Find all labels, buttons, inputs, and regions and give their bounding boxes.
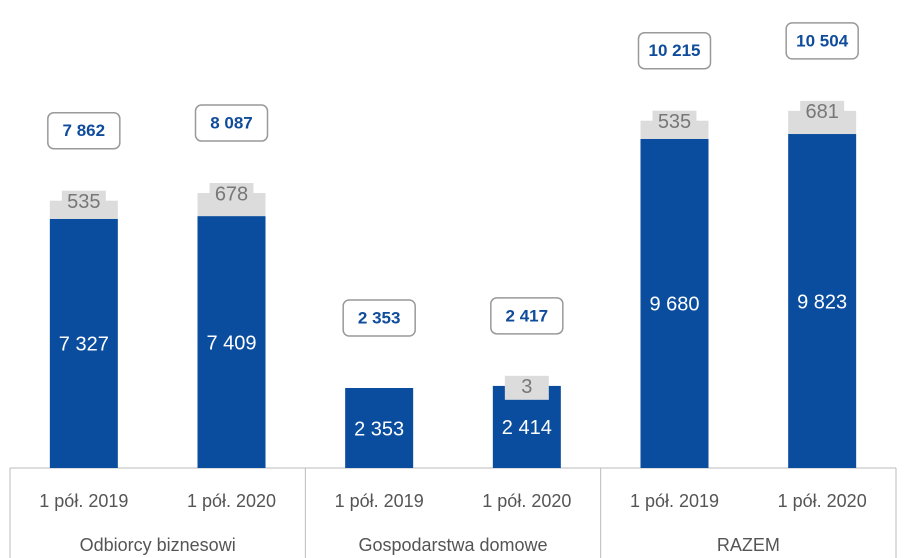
segment-label: 9 680 xyxy=(649,294,699,316)
total-box xyxy=(342,299,416,337)
group-label: RAZEM xyxy=(717,535,780,555)
total-label: 8 087 xyxy=(210,114,253,133)
segment-label: 7 409 xyxy=(206,332,256,354)
bar-segment xyxy=(345,387,414,468)
bar-segment xyxy=(197,216,266,468)
x-tick-label: 1 pół. 2020 xyxy=(778,491,867,511)
bar-segment xyxy=(788,134,857,468)
label-bg xyxy=(504,375,549,400)
total-label: 2 353 xyxy=(358,308,401,327)
total-box xyxy=(47,111,121,150)
segment-label: 7 327 xyxy=(59,334,109,356)
total-label: 7 862 xyxy=(63,121,106,140)
label-bg xyxy=(800,100,845,125)
total-box xyxy=(637,31,712,70)
group-label: Gospodarstwa domowe xyxy=(358,535,547,555)
segment-label: 2 414 xyxy=(502,417,552,439)
x-tick-label: 1 pół. 2019 xyxy=(335,491,424,511)
total-label: 10 215 xyxy=(649,41,701,60)
segment-label: 9 823 xyxy=(797,291,847,313)
segment-label: 681 xyxy=(805,101,838,123)
total-label: 10 504 xyxy=(796,31,849,50)
total-box xyxy=(785,22,859,60)
segment-label: 678 xyxy=(215,183,248,205)
label-bg xyxy=(209,183,254,208)
total-box xyxy=(194,104,269,142)
segment-label: 2 353 xyxy=(354,418,404,440)
label-bg xyxy=(61,190,106,215)
group-label: Odbiorcy biznesowi xyxy=(80,535,236,555)
x-tick-label: 1 pół. 2020 xyxy=(482,491,571,511)
total-label: 2 417 xyxy=(506,306,549,325)
x-tick-label: 1 pół. 2020 xyxy=(187,491,276,511)
bar-segment xyxy=(640,138,709,468)
bar-segment xyxy=(49,218,118,468)
x-tick-label: 1 pół. 2019 xyxy=(630,491,719,511)
x-tick-label: 1 pół. 2019 xyxy=(39,491,128,511)
label-bg xyxy=(652,110,697,135)
total-box xyxy=(490,297,564,335)
segment-label: 535 xyxy=(658,111,691,133)
segment-label: 535 xyxy=(67,191,100,213)
segment-label: 3 xyxy=(521,376,532,398)
